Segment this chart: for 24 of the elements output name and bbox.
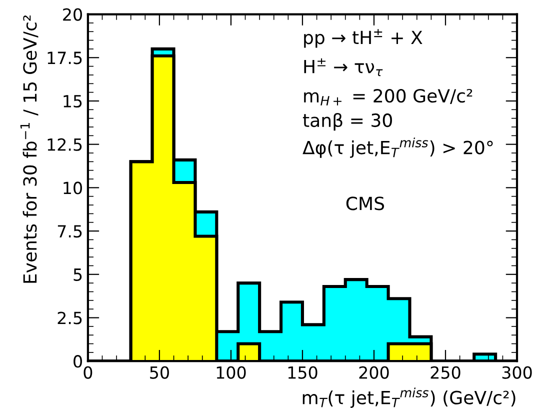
annotation: pp → tH$^{±}$ + X (304, 29, 422, 48)
y-tick-label: 10 (64, 182, 82, 194)
annotation: H$^{±}$ → τν$_{τ}$ (304, 58, 383, 76)
y-tick-label: 15 (64, 95, 82, 108)
x-tick-label: 200 (359, 366, 389, 379)
y-tick-label: 20 (63, 8, 82, 21)
x-tick-label: 150 (288, 366, 318, 379)
x-axis-title: m$_{T}$(τ jet,E$_{T}$$^{miss}$) (GeV/c²) (302, 388, 516, 408)
x-tick-label: 250 (430, 366, 460, 379)
y-tick-label: 0 (74, 355, 82, 368)
annotation: m$_{H+}$ = 200 GeV/c² (304, 88, 472, 106)
y-axis-title: Events for 30 fb$^{−1}$ / 15 GeV/c² (20, 15, 38, 283)
x-tick-label: 100 (216, 366, 246, 379)
y-tick-label: 17.5 (48, 52, 82, 64)
annotation: Δφ(τ jet,E$_{T}$$^{miss}$) > 20° (302, 138, 493, 158)
y-tick-label: 5 (74, 268, 82, 281)
y-tick-label: 7.5 (58, 225, 82, 238)
x-tick-label: 50 (150, 366, 169, 379)
y-tick-label: 2.5 (58, 312, 82, 324)
annotation: CMS (346, 196, 384, 210)
x-tick-label: 0 (84, 366, 92, 379)
x-tick-label: 300 (502, 366, 532, 379)
y-tick-label: 12.5 (48, 138, 82, 151)
annotation: tanβ = 30 (302, 112, 392, 131)
